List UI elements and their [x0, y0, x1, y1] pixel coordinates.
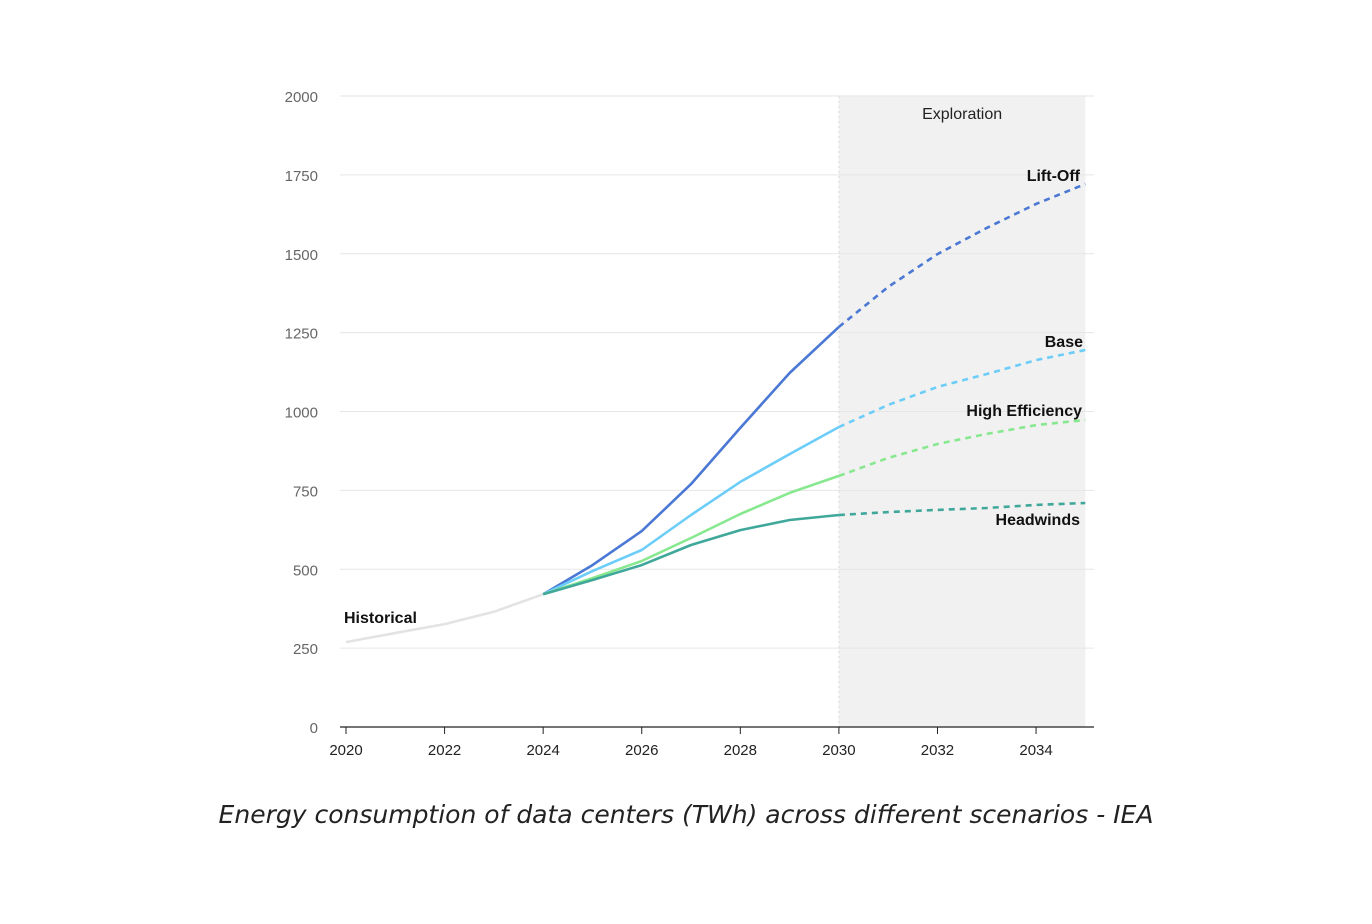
series-projection-headwinds [838, 501, 1086, 517]
x-tick-label: 2030 [822, 742, 855, 759]
x-tick-label: 2022 [428, 742, 461, 759]
x-tick-label: 2028 [724, 742, 757, 759]
y-tick-label: 250 [293, 641, 318, 658]
x-tick-label: 2024 [526, 742, 559, 759]
series-label-historical: Historical [344, 610, 417, 627]
series-line-historical [345, 592, 544, 644]
series-line-base [542, 425, 840, 596]
series-projection-high-efficiency [838, 418, 1086, 478]
series-line-lift-off [542, 325, 840, 596]
series-projection-lift-off [838, 182, 1086, 328]
y-tick-label: 500 [293, 562, 318, 579]
chart-caption: Energy consumption of data centers (TWh)… [218, 800, 1154, 829]
series-projection-base [838, 348, 1086, 429]
series-line-high-efficiency [542, 474, 840, 596]
x-tick-label: 2032 [921, 742, 954, 759]
y-tick-label: 1000 [285, 405, 318, 422]
series-line-headwinds [542, 513, 840, 596]
y-tick-label: 750 [293, 483, 318, 500]
x-tick-label: 2026 [625, 742, 658, 759]
series-label-headwinds: Headwinds [996, 512, 1081, 529]
y-tick-label: 1250 [285, 326, 318, 343]
x-tick-label: 2020 [329, 742, 362, 759]
series-label-high-efficiency: High Efficiency [966, 403, 1082, 420]
x-tick-label: 2034 [1019, 742, 1052, 759]
y-tick-label: 2000 [285, 89, 318, 106]
y-tick-label: 0 [310, 720, 318, 737]
y-tick-label: 1500 [285, 247, 318, 264]
y-tick-label: 1750 [285, 168, 318, 185]
exploration-label: Exploration [922, 106, 1002, 123]
series-label-lift-off: Lift-Off [1027, 168, 1081, 185]
series-label-base: Base [1045, 334, 1083, 351]
